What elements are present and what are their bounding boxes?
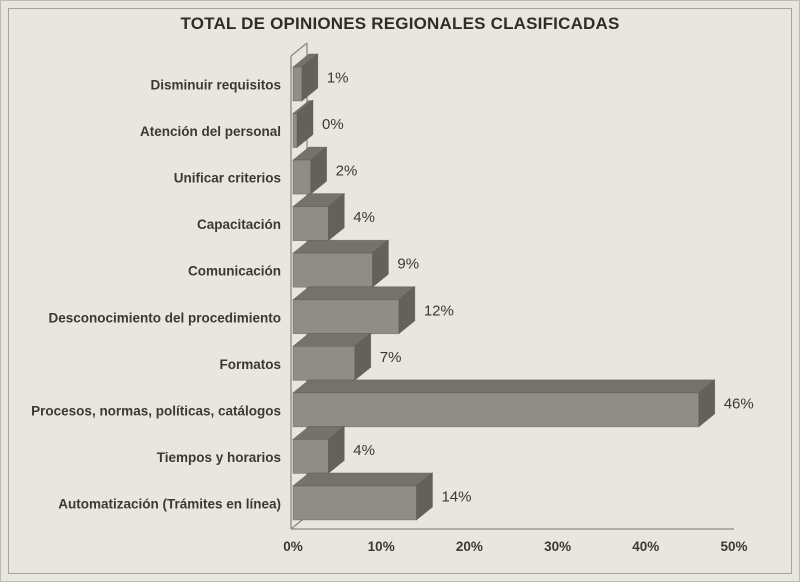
bar-front-face: [292, 345, 356, 381]
bar-row: [292, 332, 372, 382]
category-label: Automatización (Trámites en línea): [58, 496, 281, 511]
value-label: 14%: [441, 488, 471, 505]
bar-row: [292, 472, 434, 521]
value-label: 9%: [397, 256, 419, 273]
x-axis-tick-label: 10%: [368, 539, 395, 554]
bar-row: [292, 192, 346, 242]
category-label: Atención del personal: [140, 124, 281, 139]
x-axis-tick-label: 0%: [283, 539, 303, 554]
bar-top-face: [292, 286, 416, 301]
bar-front-face: [292, 252, 373, 288]
category-label: Procesos, normas, políticas, catálogos: [31, 403, 281, 418]
bar-row: [292, 379, 716, 428]
bar-row: [292, 425, 346, 475]
category-label: Comunicación: [188, 264, 281, 279]
value-label: 2%: [336, 163, 358, 180]
bar-top-face: [292, 239, 390, 254]
x-axis-tick-label: 20%: [456, 539, 483, 554]
category-label: Capacitación: [197, 217, 281, 232]
bar-side-face: [296, 99, 314, 149]
value-label: 4%: [353, 442, 375, 459]
category-label: Desconocimiento del procedimiento: [48, 310, 281, 325]
value-label: 46%: [724, 395, 754, 412]
category-label: Unificar criterios: [174, 171, 281, 186]
bar-front-face: [292, 485, 417, 521]
value-label: 1%: [327, 70, 349, 87]
axis-wall-top-edge: [290, 42, 308, 57]
bar-row: [292, 53, 319, 102]
bar-top-face: [292, 379, 716, 394]
value-label: 4%: [353, 209, 375, 226]
value-label: 7%: [380, 349, 402, 366]
bar-row: [292, 239, 390, 288]
category-label: Disminuir requisitos: [150, 78, 281, 93]
x-axis-tick-label: 30%: [544, 539, 571, 554]
bar-front-face: [292, 113, 298, 148]
category-label: Formatos: [219, 357, 281, 372]
chart-title: TOTAL DE OPINIONES REGIONALES CLASIFICAD…: [180, 14, 620, 33]
bar-front-face: [292, 159, 311, 195]
x-axis-tick-label: 50%: [720, 539, 747, 554]
bar-front-face: [292, 439, 329, 474]
bar-row: [292, 286, 416, 335]
value-label: 0%: [322, 116, 344, 133]
bar-row: [292, 99, 314, 149]
value-label: 12%: [424, 302, 454, 319]
category-label: Tiempos y horarios: [157, 450, 281, 465]
bar-row: [292, 146, 328, 195]
bar-front-face: [292, 299, 400, 335]
bar-front-face: [292, 66, 303, 102]
bar-top-face: [292, 472, 434, 487]
bar-front-face: [292, 392, 700, 428]
bar-front-face: [292, 206, 329, 241]
x-axis-tick-label: 40%: [632, 539, 659, 554]
